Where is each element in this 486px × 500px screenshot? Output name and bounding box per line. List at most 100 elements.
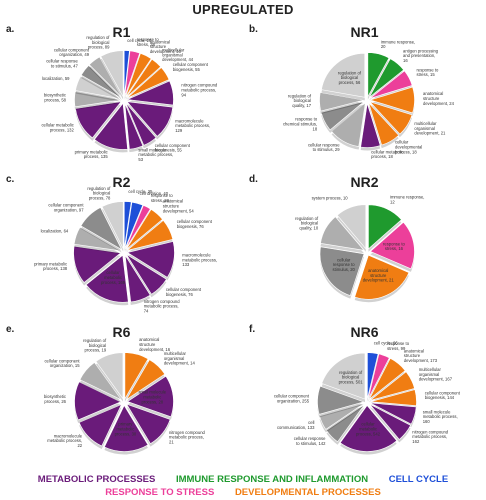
slice-4-multicellular-organismal-development-167 bbox=[369, 371, 415, 404]
pie-chart-nr2: immune response, 12 response to stress, 16 a… bbox=[295, 195, 424, 303]
slice-wedge bbox=[125, 204, 151, 250]
slice-wedge bbox=[336, 204, 367, 250]
slice-7-macromolecule-metabolic-process-129 bbox=[126, 101, 174, 140]
slice-8-cellular-component-organization-15 bbox=[79, 362, 122, 403]
panel-title: R6 bbox=[112, 324, 131, 340]
slice-wedge bbox=[331, 102, 366, 147]
slice-8-cellular-response-to-stimulus-29 bbox=[331, 102, 366, 150]
slice-wedge bbox=[368, 101, 413, 135]
slice-label: small molecule metabolic process, 53 bbox=[138, 147, 173, 162]
slice-label: anatomical structure development, 173 bbox=[404, 348, 438, 363]
panel-title: NR6 bbox=[350, 324, 379, 340]
slice-wedge bbox=[95, 352, 124, 400]
slice-15-cellular-component-organization-49 bbox=[88, 56, 123, 101]
panel-letter: e. bbox=[6, 324, 15, 335]
slice-label: anatomical structure development, 54 bbox=[163, 199, 195, 214]
slice-wedge bbox=[73, 245, 122, 283]
slice-label: nitrogen compound metabolic process, 21 bbox=[169, 430, 206, 445]
slice-wedge bbox=[80, 207, 123, 251]
slice-label: cellular metabolic process, 132 bbox=[41, 123, 74, 133]
slice-label: response to stress, 28 bbox=[151, 193, 174, 203]
slice-7-biosynthetic-process-26 bbox=[74, 381, 122, 423]
slice-wedge bbox=[126, 219, 174, 251]
slice-wedge bbox=[126, 359, 166, 400]
slice-label: cellular component organization, 49 bbox=[54, 47, 90, 57]
slice-1-anatomical-structure-development-16 bbox=[124, 352, 149, 402]
slice-wedge bbox=[124, 103, 144, 150]
slice-wedge bbox=[100, 50, 124, 98]
slice-label: response to chemical stimulus, 18 bbox=[283, 117, 318, 132]
slice-wedge bbox=[126, 375, 174, 418]
slice-wedge bbox=[123, 201, 132, 249]
slice-label: cellular metabolic process, 169 bbox=[101, 270, 126, 285]
slice-wedge bbox=[75, 75, 121, 100]
slice-wedge bbox=[369, 371, 415, 401]
slice-wedge bbox=[317, 385, 365, 415]
slice-wedge bbox=[321, 352, 366, 400]
slice-11-cellular-component-organization-255 bbox=[317, 385, 365, 418]
panel-r1: a. R1 cell cycle, 20 response to stress, 3… bbox=[0, 20, 243, 170]
slice-6-macromolecule-metabolic-process-22 bbox=[78, 403, 123, 449]
slice-4-nitrogen-compound-metabolic-process-21 bbox=[126, 403, 171, 447]
slice-label: multicellular organismal development, 21 bbox=[414, 121, 446, 136]
legend-stress: RESPONSE TO STRESS bbox=[105, 487, 215, 498]
slice-label: macromolecule metabolic process, 133 bbox=[182, 252, 217, 267]
slice-wedge bbox=[367, 353, 390, 399]
slice-5-cellular-component-biogenesis-76 bbox=[126, 219, 174, 254]
slice-label: anatomical structure development, 16 bbox=[139, 337, 171, 352]
slice-6-nitrogen-compound-metabolic-process-94 bbox=[126, 80, 174, 109]
slice-label: localization, 64 bbox=[41, 229, 69, 234]
panel-nr1: b. NR1 immune response, 20 antigen process… bbox=[243, 20, 486, 170]
slice-label: regulation of biological process, 56 bbox=[338, 70, 362, 85]
legend: METABOLIC PROCESSES IMMUNE RESPONSE AND … bbox=[0, 470, 486, 500]
slice-wedge bbox=[78, 403, 123, 447]
slice-wedge bbox=[88, 56, 123, 98]
slice-wedge bbox=[369, 70, 413, 99]
slice-wedge bbox=[124, 352, 149, 400]
slice-2-antigen-processing-and-presentation-16 bbox=[368, 58, 405, 101]
slice-label: anatomical structure development, 21 bbox=[363, 268, 395, 283]
panel-title: R1 bbox=[112, 24, 131, 40]
slice-3-response-to-stress-15 bbox=[369, 70, 413, 102]
slice-label: response to stress, 99 bbox=[387, 341, 410, 351]
slice-label: cellular response to stimulus, 142 bbox=[294, 436, 326, 446]
slice-label: nitrogen compound metabolic process, 162 bbox=[412, 429, 449, 444]
slice-2-response-to-stress-16 bbox=[369, 221, 415, 272]
pie-chart-r6: anatomical structure development, 16multic… bbox=[44, 337, 206, 455]
slice-wedge bbox=[368, 358, 406, 400]
slice-wedge bbox=[94, 102, 128, 150]
slice-label: localization, 59 bbox=[42, 76, 70, 81]
panel-letter: b. bbox=[249, 24, 258, 35]
slice-label: biosynthetic process, 58 bbox=[44, 93, 67, 103]
slice-wedge bbox=[368, 204, 402, 250]
slice-3-small-molecule-metabolic-process-28 bbox=[126, 375, 174, 420]
legend-developmental: DEVELOPMENTAL PROCESSES bbox=[234, 487, 381, 498]
slice-label: multicellular organismal development, 14 bbox=[164, 351, 196, 366]
slice-13-regulation-of-biological-process-78 bbox=[101, 201, 124, 252]
slice-16-regulation-of-biological-process-89 bbox=[100, 50, 124, 100]
slice-label: cell cycle, 96 bbox=[374, 340, 399, 345]
slice-label: cell division, 40 bbox=[140, 191, 169, 196]
slice-label: regulation of biological process, 89 bbox=[86, 35, 110, 50]
slice-label: cellular component biogenesis, 76 bbox=[166, 287, 202, 297]
slice-3-anatomical-structure-development-21 bbox=[354, 254, 410, 303]
slice-1-immune-response-20 bbox=[367, 52, 390, 100]
slice-label: cellular response to stimulus, 29 bbox=[308, 142, 340, 152]
slice-10-cell-communication-133 bbox=[319, 403, 364, 433]
slice-4-cellular-response-to-stimulus-20 bbox=[319, 246, 365, 299]
slice-label: regulation of biological process, 501 bbox=[339, 370, 364, 385]
figure-title: UPREGULATED bbox=[192, 2, 294, 17]
slice-10-primary-metabolic-process-135 bbox=[94, 102, 128, 153]
slice-label: system process, 10 bbox=[312, 195, 349, 200]
slice-11-localization-64 bbox=[73, 226, 121, 254]
panel-r2: c. R2 cell cycle, 25 cell division, 40 res… bbox=[0, 170, 243, 320]
slice-wedge bbox=[126, 209, 163, 250]
slice-label: cell cycle, 20 bbox=[127, 38, 152, 43]
slice-wedge bbox=[339, 405, 398, 452]
slice-5-primary-metabolic-process-30 bbox=[104, 404, 149, 455]
panel-title: NR1 bbox=[350, 24, 379, 40]
slice-wedge bbox=[126, 67, 170, 99]
slice-wedge bbox=[75, 101, 122, 139]
slice-6-cellular-developmental-process-18 bbox=[368, 102, 400, 149]
